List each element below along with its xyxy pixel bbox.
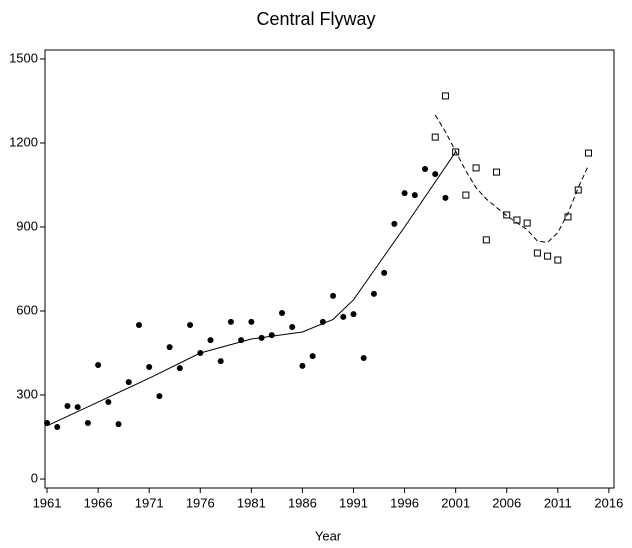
point	[441, 92, 449, 100]
point	[574, 186, 582, 194]
point	[95, 362, 102, 369]
point	[584, 149, 592, 157]
point	[340, 313, 347, 320]
point	[503, 211, 511, 219]
point	[166, 344, 173, 351]
fit-line	[46, 151, 457, 427]
point	[350, 311, 357, 318]
plot-frame	[44, 49, 615, 489]
point	[482, 236, 490, 244]
chart-title: Central Flyway	[256, 9, 375, 29]
x-axis-label: Year	[315, 528, 342, 543]
point	[125, 379, 132, 386]
y-tick-label: 0	[31, 470, 38, 485]
x-tick-label: 2001	[441, 495, 470, 510]
point	[564, 213, 572, 221]
point	[442, 194, 449, 201]
point	[176, 365, 183, 372]
x-tick-label: 2006	[492, 495, 521, 510]
point	[309, 353, 316, 360]
x-tick-label: 1961	[33, 495, 62, 510]
point	[268, 332, 275, 339]
point	[360, 355, 367, 362]
point	[299, 362, 306, 369]
point	[217, 358, 224, 365]
point	[370, 290, 377, 297]
x-tick-label: 1976	[186, 495, 215, 510]
point	[411, 192, 418, 199]
point	[472, 164, 480, 172]
point	[135, 322, 142, 329]
point	[493, 168, 501, 176]
point	[513, 216, 521, 224]
x-tick-label: 2011	[544, 495, 572, 510]
point	[156, 393, 163, 400]
point	[432, 171, 439, 178]
x-tick-label: 1986	[288, 495, 317, 510]
y-tick-label: 1500	[9, 50, 38, 65]
y-tick-label: 900	[16, 218, 38, 233]
point	[248, 318, 255, 325]
y-tick-label: 1200	[9, 134, 38, 149]
point	[64, 402, 71, 409]
point	[330, 292, 337, 299]
y-tick-label: 600	[16, 302, 38, 317]
x-tick-label: 1991	[339, 495, 368, 510]
x-tick-label: 1966	[84, 495, 113, 510]
point	[422, 166, 429, 173]
point	[44, 420, 51, 427]
point	[74, 404, 81, 411]
point	[289, 323, 296, 330]
point	[115, 421, 122, 428]
point	[146, 364, 153, 371]
point	[391, 220, 398, 227]
point	[523, 219, 531, 227]
x-tick-label: 1981	[237, 495, 266, 510]
x-tick-label: 1971	[135, 495, 164, 510]
point	[54, 423, 61, 430]
fit-line	[434, 114, 589, 243]
point	[105, 399, 112, 406]
point	[401, 190, 408, 197]
point	[462, 191, 470, 199]
point	[544, 252, 552, 260]
point	[381, 269, 388, 276]
point	[227, 318, 234, 325]
point	[207, 337, 214, 344]
point	[431, 133, 439, 141]
point	[278, 309, 285, 316]
point	[554, 256, 562, 264]
x-tick-label: 2016	[594, 495, 623, 510]
point	[187, 322, 194, 329]
point	[533, 249, 541, 257]
point	[84, 420, 91, 427]
y-tick-label: 300	[16, 386, 38, 401]
x-tick-label: 1996	[390, 495, 419, 510]
